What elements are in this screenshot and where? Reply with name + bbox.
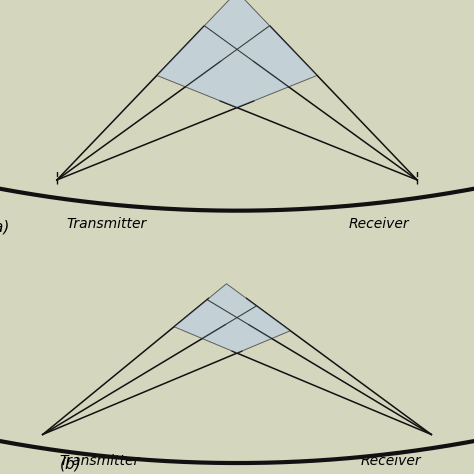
Polygon shape [185, 49, 289, 108]
Text: Transmitter: Transmitter [66, 217, 147, 231]
Text: (b): (b) [60, 456, 82, 472]
Polygon shape [202, 318, 272, 353]
Text: Receiver: Receiver [349, 217, 410, 231]
Text: (a): (a) [0, 219, 11, 235]
Polygon shape [157, 26, 237, 87]
Polygon shape [237, 306, 291, 338]
Polygon shape [204, 0, 270, 49]
Polygon shape [174, 300, 237, 338]
Polygon shape [207, 284, 256, 318]
Text: Transmitter: Transmitter [59, 454, 140, 468]
Text: Receiver: Receiver [361, 454, 421, 468]
Polygon shape [237, 26, 317, 87]
